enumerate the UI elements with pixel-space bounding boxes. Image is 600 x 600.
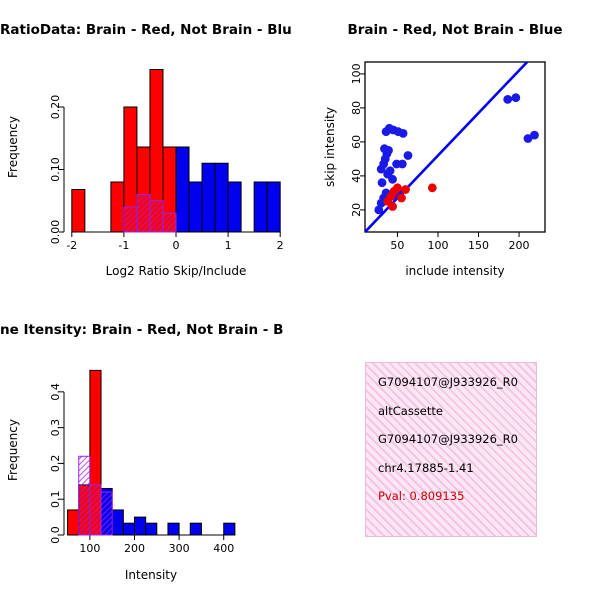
event-locus-line: chr4.17885-1.41 <box>378 460 474 475</box>
svg-text:2: 2 <box>277 239 284 252</box>
svg-text:20: 20 <box>350 203 363 217</box>
ratio-histogram-chart: -2 -1 0 1 2 0.00 0.10 0.20 <box>49 69 284 252</box>
gene-intensity-histogram-title: ne Itensity: Brain - Red, Not Brain - B <box>0 322 284 338</box>
svg-text:200: 200 <box>124 542 145 555</box>
svg-text:-1: -1 <box>118 239 129 252</box>
ratio-histogram-title: RatioData: Brain - Red, Not Brain - Blu <box>0 22 292 38</box>
event-type-line: altCassette <box>378 403 443 418</box>
svg-text:80: 80 <box>350 101 363 115</box>
svg-text:50: 50 <box>390 239 404 252</box>
svg-text:100: 100 <box>427 239 448 252</box>
gene-intensity-histogram-panel: ne Itensity: Brain - Red, Not Brain - B … <box>0 300 300 600</box>
svg-text:400: 400 <box>213 542 234 555</box>
event-id-line-2: G7094107@J933926_R0 <box>378 432 518 446</box>
svg-text:60: 60 <box>350 135 363 149</box>
svg-text:40: 40 <box>350 169 363 183</box>
svg-text:0.2: 0.2 <box>49 455 62 473</box>
svg-text:150: 150 <box>468 239 489 252</box>
svg-text:100: 100 <box>79 542 100 555</box>
svg-text:100: 100 <box>350 63 363 84</box>
svg-text:0.00: 0.00 <box>49 220 62 245</box>
intensity-scatter-chart: 50 100 150 200 20 40 60 80 100 <box>350 61 546 252</box>
ratio-histogram-xlabel: Log2 Ratio Skip/Include <box>105 264 247 278</box>
ratio-histogram-panel: RatioData: Brain - Red, Not Brain - Blu … <box>0 0 300 300</box>
intensity-scatter-title: Brain - Red, Not Brain - Blue <box>347 22 563 38</box>
svg-text:0: 0 <box>173 239 180 252</box>
event-info-box: G7094107@J933926_R0 altCassette G7094107… <box>365 362 537 537</box>
svg-text:0.0: 0.0 <box>49 526 62 544</box>
svg-text:300: 300 <box>169 542 190 555</box>
event-id-line: G7094107@J933926_R0 <box>378 375 518 389</box>
gene-intensity-histogram-xlabel: Intensity <box>124 568 178 582</box>
svg-text:-2: -2 <box>66 239 77 252</box>
svg-text:0.1: 0.1 <box>49 490 62 508</box>
pval-line: Pval: 0.809135 <box>378 489 465 503</box>
svg-text:0.10: 0.10 <box>49 157 62 182</box>
intensity-scatter-panel: Brain - Red, Not Brain - Blue skip inten… <box>300 0 600 300</box>
intensity-scatter-xlabel: include intensity <box>405 264 505 278</box>
svg-text:0.3: 0.3 <box>49 419 62 437</box>
svg-text:1: 1 <box>225 239 232 252</box>
svg-text:0.20: 0.20 <box>49 95 62 120</box>
svg-text:0.4: 0.4 <box>49 383 62 401</box>
event-info-panel: G7094107@J933926_R0 altCassette G7094107… <box>300 300 600 600</box>
svg-text:200: 200 <box>509 239 530 252</box>
gene-intensity-histogram-chart: 100 200 300 400 0.0 0.1 0.2 0.3 0.4 <box>49 369 236 555</box>
